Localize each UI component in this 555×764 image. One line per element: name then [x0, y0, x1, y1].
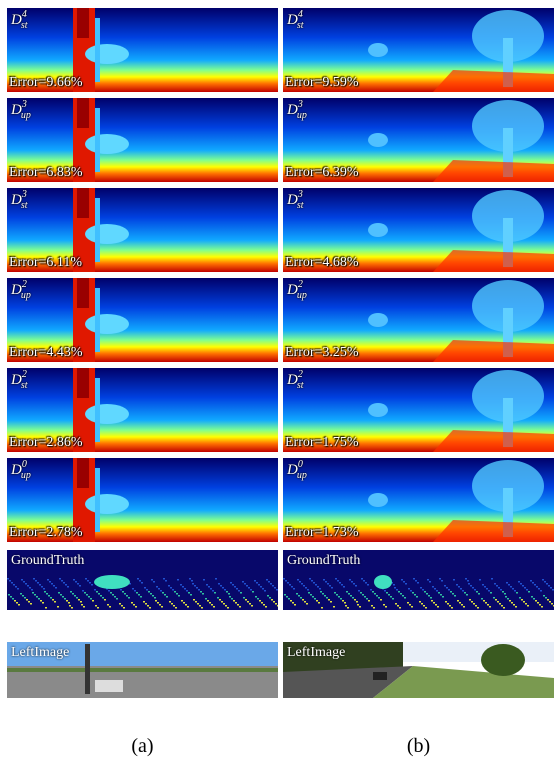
superscript: 2: [22, 279, 27, 290]
subscript: st: [297, 200, 304, 211]
depth-panel: D2up Error=4.43%: [7, 278, 278, 362]
error-text: Error=2.86%: [9, 435, 83, 451]
panel-label: D3up: [11, 101, 31, 121]
error-text: Error=1.75%: [285, 435, 359, 451]
subscript: up: [21, 290, 31, 301]
caption: (a): [113, 735, 173, 758]
subscript: st: [21, 20, 28, 31]
panel-label: D2up: [287, 281, 307, 301]
left-image-label: LeftImage: [287, 645, 345, 661]
error-text: Error=4.68%: [285, 255, 359, 271]
error-text: Error=4.43%: [9, 345, 83, 361]
ground-truth-label: GroundTruth: [287, 553, 360, 569]
subscript: up: [297, 470, 307, 481]
depth-panel: D0up Error=1.73%: [283, 458, 554, 542]
caption: (b): [389, 735, 449, 758]
panel-label: D2st: [11, 371, 28, 391]
panel-label: D4st: [287, 11, 304, 31]
panel-label: D2st: [287, 371, 304, 391]
depth-panel: D3up Error=6.39%: [283, 98, 554, 182]
depth-panel: D2st Error=1.75%: [283, 368, 554, 452]
subscript: st: [21, 200, 28, 211]
panel-label: D3st: [11, 191, 28, 211]
panel-label: D3up: [287, 101, 307, 121]
ground-truth-panel: GroundTruth: [283, 550, 554, 610]
superscript: 3: [22, 189, 27, 200]
superscript: 3: [22, 99, 27, 110]
superscript: 4: [298, 9, 303, 20]
superscript: 3: [298, 189, 303, 200]
depth-panel: D2up Error=3.25%: [283, 278, 554, 362]
left-image-label: LeftImage: [11, 645, 69, 661]
superscript: 2: [298, 279, 303, 290]
subscript: up: [297, 290, 307, 301]
figure: (() => { const data = JSON.parse(documen…: [0, 0, 555, 764]
subscript: up: [21, 470, 31, 481]
subscript: up: [297, 110, 307, 121]
depth-panel: D3st Error=6.11%: [7, 188, 278, 272]
superscript: 0: [298, 459, 303, 470]
ground-truth-panel: GroundTruth: [7, 550, 278, 610]
superscript: 2: [298, 369, 303, 380]
panel-label: D2up: [11, 281, 31, 301]
panel-label: D0up: [287, 461, 307, 481]
depth-panel: D0up Error=2.78%: [7, 458, 278, 542]
depth-panel: D3up Error=6.83%: [7, 98, 278, 182]
error-text: Error=9.66%: [9, 75, 83, 91]
panel-label: D0up: [11, 461, 31, 481]
ground-truth-label: GroundTruth: [11, 553, 84, 569]
subscript: up: [21, 110, 31, 121]
panel-label: D3st: [287, 191, 304, 211]
superscript: 4: [22, 9, 27, 20]
subscript: st: [297, 380, 304, 391]
depth-panel: D2st Error=2.86%: [7, 368, 278, 452]
panel-label: D4st: [11, 11, 28, 31]
superscript: 3: [298, 99, 303, 110]
error-text: Error=6.11%: [9, 255, 82, 271]
subscript: st: [297, 20, 304, 31]
superscript: 2: [22, 369, 27, 380]
depth-panel: D4st Error=9.59%: [283, 8, 554, 92]
error-text: Error=6.39%: [285, 165, 359, 181]
left-image-panel: LeftImage: [283, 642, 554, 698]
error-text: Error=3.25%: [285, 345, 359, 361]
error-text: Error=2.78%: [9, 525, 83, 541]
subscript: st: [21, 380, 28, 391]
depth-panel: D3st Error=4.68%: [283, 188, 554, 272]
left-image-panel: LeftImage: [7, 642, 278, 698]
depth-panel: D4st Error=9.66%: [7, 8, 278, 92]
error-text: Error=9.59%: [285, 75, 359, 91]
superscript: 0: [22, 459, 27, 470]
error-text: Error=1.73%: [285, 525, 359, 541]
error-text: Error=6.83%: [9, 165, 83, 181]
